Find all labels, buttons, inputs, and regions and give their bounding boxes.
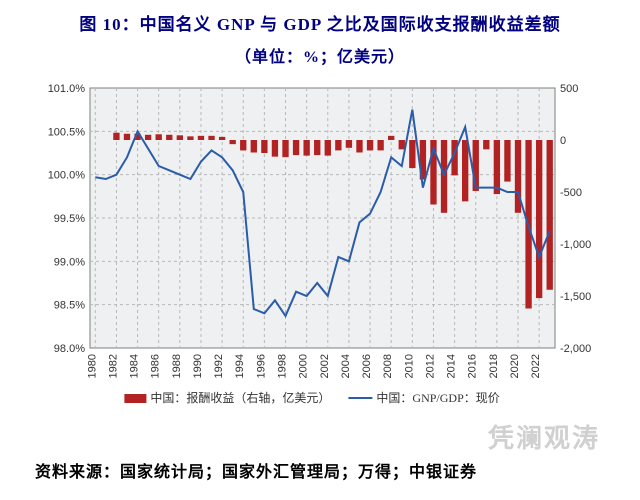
svg-text:2010: 2010	[403, 354, 415, 378]
svg-text:2014: 2014	[446, 354, 458, 378]
svg-text:2022: 2022	[530, 354, 542, 378]
svg-text:99.5%: 99.5%	[54, 213, 85, 225]
svg-text:99.0%: 99.0%	[54, 256, 85, 268]
svg-text:1980: 1980	[86, 354, 98, 378]
source-line: 资料来源：国家统计局；国家外汇管理局；万得；中银证券	[35, 458, 477, 482]
svg-text:1986: 1986	[150, 354, 162, 378]
svg-text:1992: 1992	[213, 354, 225, 378]
chart-container: 98.0% 98.5% 99.0% 99.5% 100.0% 100.5% 101.0% -2…	[35, 80, 605, 420]
svg-text:2012: 2012	[424, 354, 436, 378]
svg-text:2020: 2020	[509, 354, 521, 378]
svg-text:101.0%: 101.0%	[48, 83, 86, 95]
svg-text:1990: 1990	[192, 354, 204, 378]
chart-title: 图 10：中国名义 GNP 与 GDP 之比及国际收支报酬收益差额	[0, 0, 640, 35]
svg-text:中国：GNP/GDP：现价: 中国：GNP/GDP：现价	[376, 390, 499, 405]
svg-text:2008: 2008	[382, 354, 394, 378]
svg-text:98.0%: 98.0%	[54, 343, 85, 355]
watermark: 凭澜观涛	[488, 418, 600, 455]
svg-text:1998: 1998	[277, 354, 289, 378]
svg-text:-1,000: -1,000	[560, 239, 591, 251]
svg-text:-1,500: -1,500	[560, 291, 591, 303]
svg-text:98.5%: 98.5%	[54, 300, 85, 312]
chart-subtitle: （单位：%；亿美元）	[0, 35, 640, 67]
svg-text:100.5%: 100.5%	[48, 126, 86, 138]
svg-text:-2,000: -2,000	[560, 343, 591, 355]
svg-text:-500: -500	[560, 187, 582, 199]
svg-text:100.0%: 100.0%	[48, 170, 86, 182]
svg-text:1988: 1988	[171, 354, 183, 378]
svg-text:0: 0	[560, 135, 566, 147]
svg-text:2004: 2004	[340, 354, 352, 378]
svg-text:500: 500	[560, 83, 578, 95]
svg-text:1996: 1996	[255, 354, 267, 378]
svg-text:1982: 1982	[107, 354, 119, 378]
svg-text:1994: 1994	[234, 354, 246, 378]
svg-text:中国：报酬收益（右轴，亿美元）: 中国：报酬收益（右轴，亿美元）	[150, 390, 330, 405]
svg-text:2000: 2000	[298, 354, 310, 378]
svg-text:2018: 2018	[488, 354, 500, 378]
svg-text:2016: 2016	[467, 354, 479, 378]
combo-chart: 98.0% 98.5% 99.0% 99.5% 100.0% 100.5% 101.0% -2…	[35, 80, 605, 420]
svg-text:2006: 2006	[361, 354, 373, 378]
svg-text:2002: 2002	[319, 354, 331, 378]
svg-text:1984: 1984	[129, 354, 141, 378]
